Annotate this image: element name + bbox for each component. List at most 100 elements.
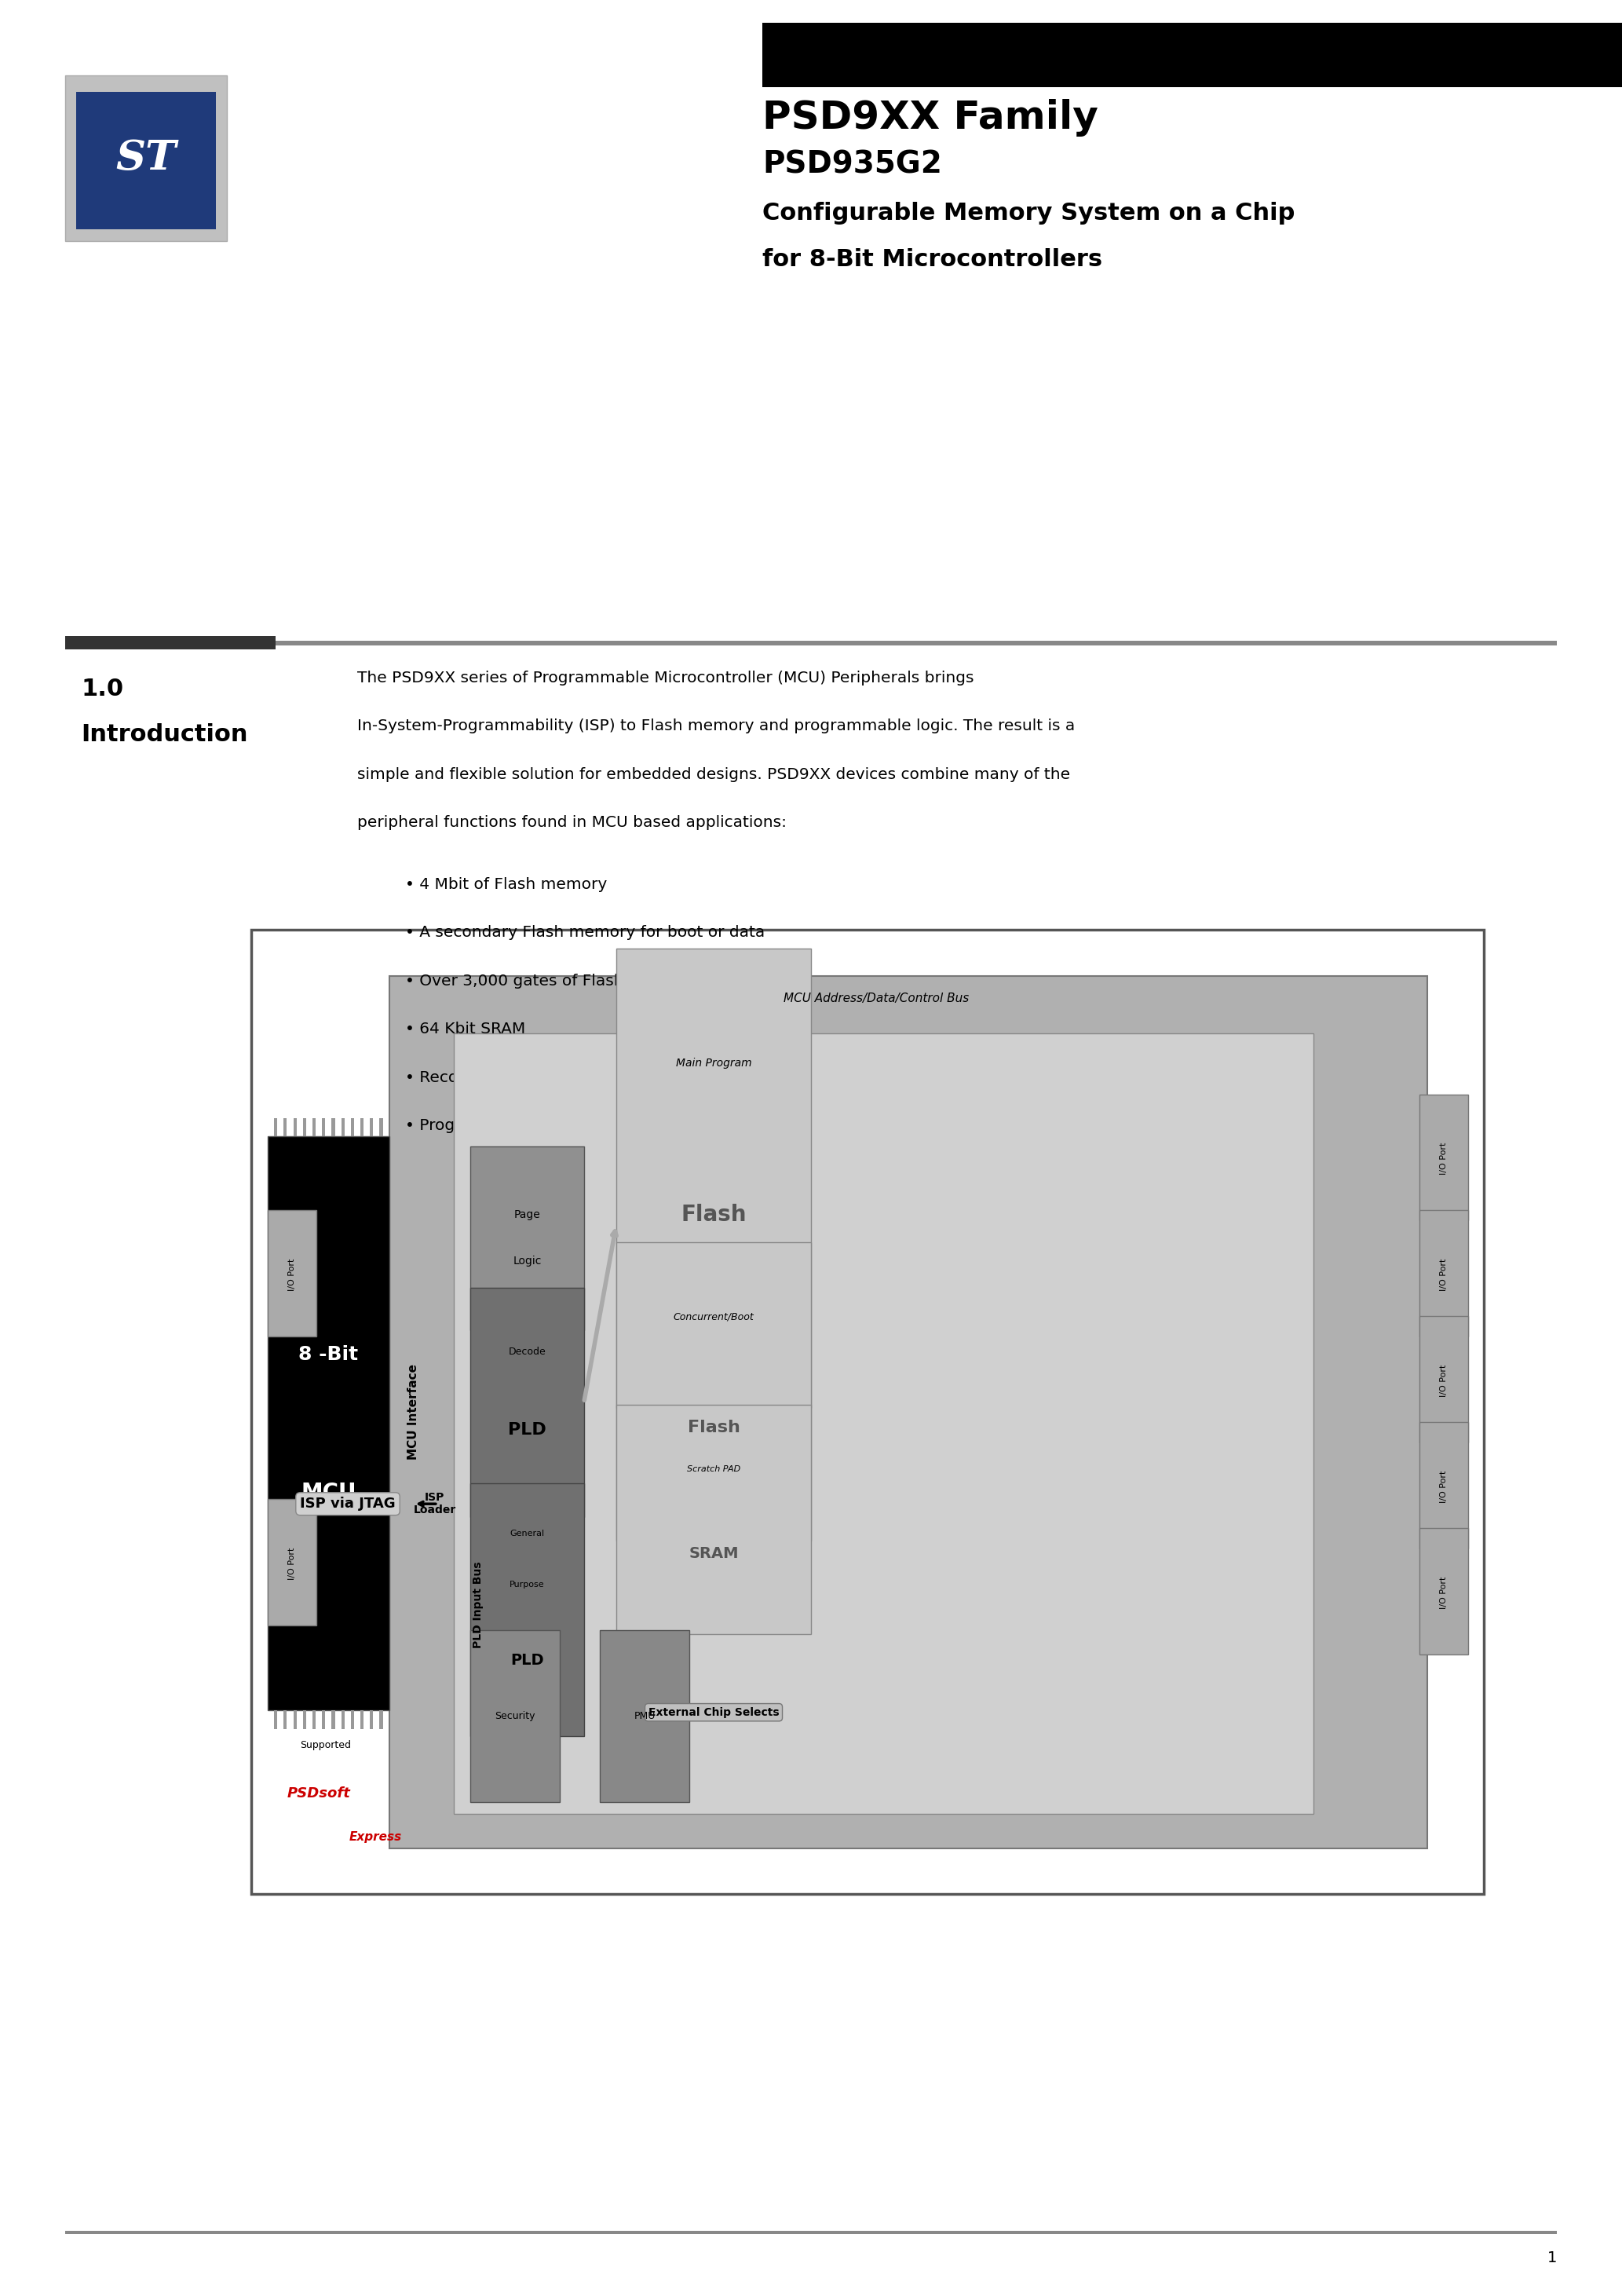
Text: • Programmable power management.: • Programmable power management. xyxy=(406,1118,707,1132)
Bar xyxy=(76,92,216,230)
Bar xyxy=(294,1118,297,1137)
Text: MCU: MCU xyxy=(300,1481,357,1504)
Text: Security: Security xyxy=(495,1711,535,1722)
Text: 1: 1 xyxy=(1547,2250,1557,2264)
Text: Flash: Flash xyxy=(688,1419,740,1435)
Text: 8 -Bit: 8 -Bit xyxy=(298,1345,358,1364)
Bar xyxy=(268,1137,389,1711)
Bar xyxy=(370,1711,373,1729)
Bar xyxy=(65,76,227,241)
Text: • 4 Mbit of Flash memory: • 4 Mbit of Flash memory xyxy=(406,877,608,891)
Bar xyxy=(380,1118,383,1137)
Bar xyxy=(331,1711,334,1729)
Text: PLD: PLD xyxy=(511,1653,543,1667)
Bar xyxy=(600,1630,689,1802)
Bar xyxy=(313,1711,316,1729)
Bar xyxy=(268,1210,316,1336)
Bar xyxy=(274,1118,277,1137)
Bar xyxy=(350,1711,354,1729)
Text: I/O Port: I/O Port xyxy=(1440,1577,1447,1609)
Text: PSD935G2: PSD935G2 xyxy=(762,149,942,179)
Bar xyxy=(251,930,1484,1894)
Bar xyxy=(323,1118,326,1137)
Text: PLD Input Bus: PLD Input Bus xyxy=(474,1561,483,1649)
Text: Page: Page xyxy=(514,1210,540,1221)
Text: PSD9XX Family: PSD9XX Family xyxy=(762,99,1098,135)
Bar xyxy=(370,1118,373,1137)
Bar xyxy=(276,641,1557,645)
Text: Configurable Memory System on a Chip: Configurable Memory System on a Chip xyxy=(762,202,1294,225)
Bar xyxy=(331,1118,334,1137)
Text: simple and flexible solution for embedded designs. PSD9XX devices combine many o: simple and flexible solution for embedde… xyxy=(357,767,1071,781)
Bar xyxy=(303,1711,307,1729)
Bar xyxy=(65,636,276,650)
Bar xyxy=(470,1483,584,1736)
Text: Scratch PAD: Scratch PAD xyxy=(686,1465,741,1474)
Text: ISP via JTAG: ISP via JTAG xyxy=(300,1497,396,1511)
Text: I/O Port: I/O Port xyxy=(1440,1469,1447,1502)
Text: PMU: PMU xyxy=(634,1711,655,1722)
Bar xyxy=(284,1118,287,1137)
Bar xyxy=(1419,1095,1468,1221)
Bar xyxy=(268,1499,316,1626)
Text: Logic: Logic xyxy=(513,1256,542,1267)
Text: MCU Interface: MCU Interface xyxy=(407,1364,420,1460)
Text: ISP
Loader: ISP Loader xyxy=(414,1492,456,1515)
Bar xyxy=(1419,1210,1468,1336)
Text: Concurrent/Boot: Concurrent/Boot xyxy=(673,1311,754,1322)
Bar xyxy=(341,1118,344,1137)
Bar xyxy=(350,1118,354,1137)
Bar xyxy=(616,1405,811,1635)
Bar xyxy=(313,1118,316,1137)
Bar xyxy=(762,23,1622,87)
Bar xyxy=(616,1242,811,1541)
Text: peripheral functions found in MCU based applications:: peripheral functions found in MCU based … xyxy=(357,815,787,829)
Bar xyxy=(389,976,1427,1848)
Bar xyxy=(341,1711,344,1729)
Bar xyxy=(1419,1421,1468,1548)
Bar xyxy=(303,1118,307,1137)
Text: • A secondary Flash memory for boot or data: • A secondary Flash memory for boot or d… xyxy=(406,925,766,939)
Bar xyxy=(65,2232,1557,2234)
Text: Express: Express xyxy=(349,1830,402,1844)
Bar xyxy=(470,1288,584,1518)
Text: External Chip Selects: External Chip Selects xyxy=(649,1706,779,1717)
Text: ST: ST xyxy=(115,138,177,179)
Text: Purpose: Purpose xyxy=(509,1580,545,1589)
Text: PSDsoft: PSDsoft xyxy=(287,1786,350,1800)
Text: The PSD9XX series of Programmable Microcontroller (MCU) Peripherals brings: The PSD9XX series of Programmable Microc… xyxy=(357,670,973,684)
Text: I/O Port: I/O Port xyxy=(289,1258,295,1290)
Bar xyxy=(454,1033,1314,1814)
Bar xyxy=(274,1711,277,1729)
Bar xyxy=(360,1118,363,1137)
Bar xyxy=(1419,1529,1468,1655)
Bar xyxy=(360,1711,363,1729)
Bar xyxy=(284,1711,287,1729)
Text: I/O Port: I/O Port xyxy=(1440,1364,1447,1396)
Text: for 8-Bit Microcontrollers: for 8-Bit Microcontrollers xyxy=(762,248,1103,271)
Bar xyxy=(1419,1316,1468,1442)
Bar xyxy=(294,1711,297,1729)
Bar xyxy=(470,1630,560,1802)
Text: • 64 Kbit SRAM: • 64 Kbit SRAM xyxy=(406,1022,526,1035)
Text: Main Program: Main Program xyxy=(676,1058,751,1070)
Text: Flash: Flash xyxy=(681,1203,746,1226)
Text: PLD: PLD xyxy=(508,1421,547,1437)
Text: • Reconfigurable I/O ports: • Reconfigurable I/O ports xyxy=(406,1070,611,1084)
Bar xyxy=(380,1711,383,1729)
Text: General: General xyxy=(509,1529,545,1538)
Text: I/O Port: I/O Port xyxy=(289,1548,295,1580)
Text: MCU Address/Data/Control Bus: MCU Address/Data/Control Bus xyxy=(783,992,968,1006)
Bar xyxy=(470,1146,584,1329)
Text: • Over 3,000 gates of Flash programmable logic: • Over 3,000 gates of Flash programmable… xyxy=(406,974,788,987)
Text: In-System-Programmability (ISP) to Flash memory and programmable logic. The resu: In-System-Programmability (ISP) to Flash… xyxy=(357,719,1075,732)
Text: SRAM: SRAM xyxy=(689,1548,738,1561)
Text: 1.0: 1.0 xyxy=(81,677,123,700)
Text: Decode: Decode xyxy=(508,1348,547,1357)
Text: Supported: Supported xyxy=(300,1740,350,1750)
Text: I/O Port: I/O Port xyxy=(1440,1258,1447,1290)
Bar xyxy=(616,948,811,1407)
Text: Introduction: Introduction xyxy=(81,723,248,746)
Bar xyxy=(323,1711,326,1729)
Text: I/O Port: I/O Port xyxy=(1440,1143,1447,1176)
